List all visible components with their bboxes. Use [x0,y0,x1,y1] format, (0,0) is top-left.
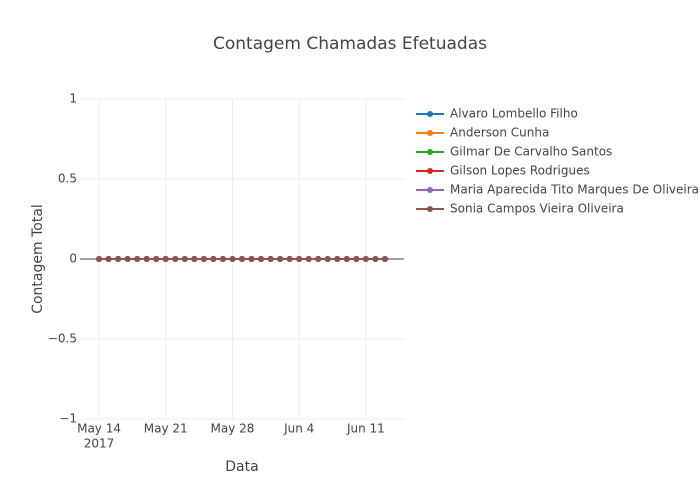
data-point [277,256,284,262]
legend-label: Sonia Campos Vieira Oliveira [450,202,624,216]
data-point [315,256,322,262]
legend-marker [427,168,433,174]
x-tick-label: May 21 [144,422,188,436]
y-axis-title: Contagem Total [30,204,46,314]
data-point [210,256,217,262]
legend-marker [427,187,433,193]
data-point [172,256,179,262]
legend-marker [427,130,433,136]
data-point [248,256,255,262]
data-point [143,256,150,262]
data-point [258,256,265,262]
data-point [362,256,369,262]
data-point [191,256,198,262]
x-tick-label: Jun 4 [283,422,314,436]
data-point [239,256,245,262]
chart-title: Contagem Chamadas Efetuadas [213,34,487,54]
data-point [267,256,274,262]
data-point [124,256,131,262]
legend-label: Maria Aparecida Tito Marques De Oliveira [450,183,699,197]
legend-label: Alvaro Lombello Filho [450,107,578,121]
data-point [181,256,188,262]
data-point [324,256,331,262]
legend-label: Anderson Cunha [450,126,549,140]
x-year-label: 2017 [84,437,115,451]
data-point [343,256,350,262]
data-point [353,256,360,262]
legend-marker [427,111,433,117]
y-tick-label: −1 [59,412,77,426]
data-point [200,256,207,262]
data-point [96,256,103,262]
data-point [162,256,169,262]
data-point [334,256,341,262]
y-tick-label: 0 [69,252,77,266]
x-tick-label: May 14 [77,422,121,436]
data-point [105,256,112,262]
data-point [305,256,312,262]
data-point [286,256,293,262]
y-tick-label: 0.5 [58,172,77,186]
legend-label: Gilmar De Carvalho Santos [450,145,612,159]
data-point [219,256,226,262]
y-tick-label: 1 [69,92,77,106]
data-point [381,256,388,262]
data-point [134,256,141,262]
legend-marker [427,149,433,155]
data-point [229,256,236,262]
x-axis-title: Data [225,459,258,475]
y-tick-label: −0.5 [48,332,77,346]
data-point [153,256,160,262]
legend-label: Gilson Lopes Rodrigues [450,164,590,178]
data-point [115,256,122,262]
x-tick-label: May 28 [211,422,255,436]
data-point [372,256,379,262]
x-tick-label: Jun 11 [346,422,385,436]
legend-marker [427,206,433,212]
data-point [296,256,303,262]
